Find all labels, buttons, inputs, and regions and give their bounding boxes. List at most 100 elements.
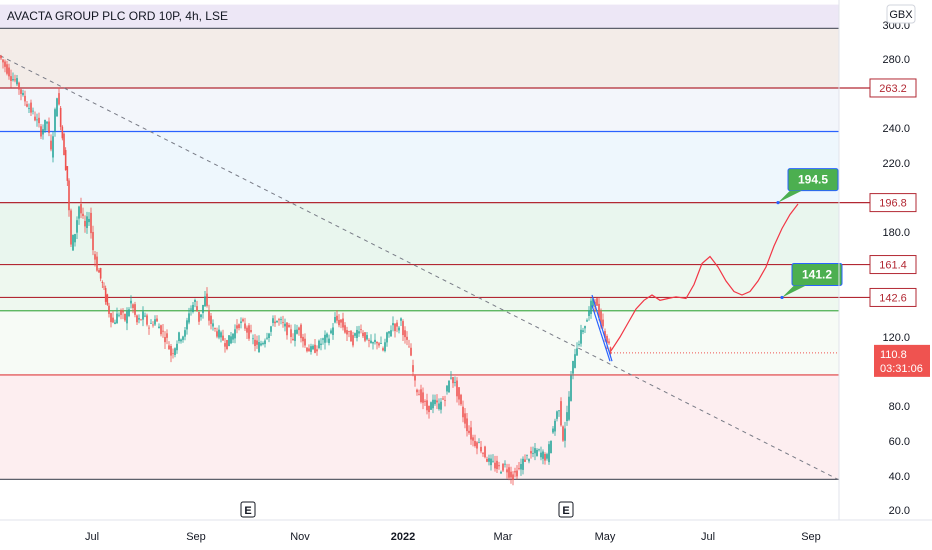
candle-body xyxy=(276,320,278,323)
candle-body xyxy=(148,327,150,329)
candle-body xyxy=(248,325,250,339)
candle-body xyxy=(18,82,20,90)
candle-body xyxy=(22,92,24,96)
candle-body xyxy=(596,298,598,306)
y-tick-label: 40.0 xyxy=(889,471,910,483)
candle-body xyxy=(32,110,34,112)
candle-body xyxy=(396,322,398,327)
candle-body xyxy=(90,212,92,234)
candle-body xyxy=(16,78,18,85)
wedge-lower-line[interactable] xyxy=(591,305,611,362)
candle-body xyxy=(158,326,160,329)
zone-band-5 xyxy=(0,264,839,311)
candle-body xyxy=(56,98,58,117)
candle-body xyxy=(358,331,360,334)
candle-body xyxy=(278,319,280,321)
candle-body xyxy=(562,426,564,441)
candle-body xyxy=(258,342,260,353)
candle-body xyxy=(48,121,50,133)
current-price-countdown: 03:31:06 xyxy=(880,363,923,375)
candle-body xyxy=(604,331,606,339)
wedge-upper-line[interactable] xyxy=(591,294,613,362)
candle-body xyxy=(468,430,470,433)
zone-band-4 xyxy=(0,202,839,265)
candle-body xyxy=(192,304,194,312)
candle-body xyxy=(240,321,242,323)
candle-body xyxy=(302,336,304,342)
candle-body xyxy=(568,396,570,420)
event-box[interactable] xyxy=(558,501,574,518)
wedge-pattern[interactable] xyxy=(591,294,613,362)
candle-body xyxy=(550,440,552,454)
candle-body xyxy=(609,347,612,354)
candle-body xyxy=(382,348,384,351)
candle-body xyxy=(304,338,306,346)
level-price-tag: 161.4 xyxy=(869,255,917,275)
candle-body xyxy=(272,318,274,323)
callout-box[interactable] xyxy=(787,168,839,192)
candle-body xyxy=(532,453,534,454)
price-callout-141.2[interactable]: 141.2 xyxy=(780,262,843,300)
price-callouts[interactable]: 194.5 141.2 xyxy=(776,168,843,300)
candle-body xyxy=(398,327,400,331)
candle-body xyxy=(308,348,310,352)
candle-body xyxy=(34,116,36,121)
candle-body xyxy=(480,446,482,452)
event-marker[interactable]: E xyxy=(240,501,256,518)
candle-body xyxy=(570,375,572,401)
candle-body xyxy=(326,333,328,338)
candle-body xyxy=(142,311,144,320)
projection-path[interactable] xyxy=(610,203,799,352)
candle-body xyxy=(14,79,16,81)
price-callout-194.5[interactable]: 194.5 xyxy=(776,168,839,205)
candle-body xyxy=(592,298,594,307)
candle-body xyxy=(354,333,356,336)
candle-body xyxy=(10,76,12,81)
event-marker[interactable]: E xyxy=(558,501,574,518)
candle-body xyxy=(412,365,414,372)
horizontal-levels xyxy=(0,27,870,480)
candle-body xyxy=(420,389,422,403)
y-axis[interactable]: 20.040.060.080.0120.0140.0180.0200.0220.… xyxy=(869,20,917,517)
callout-box[interactable] xyxy=(791,262,843,286)
event-box[interactable] xyxy=(240,501,256,518)
zone-bands xyxy=(0,4,839,480)
currency-badge[interactable]: GBX xyxy=(886,4,916,24)
candle-body xyxy=(526,454,528,456)
candle-body xyxy=(252,338,254,340)
candle-body xyxy=(68,180,70,211)
candle-body xyxy=(338,319,340,326)
candle-body xyxy=(322,338,324,340)
candle-body xyxy=(346,330,348,335)
candle-body xyxy=(118,314,120,316)
x-axis[interactable]: Jul Sep Nov 2022 Mar May Jul Sep xyxy=(85,531,821,543)
candle-body xyxy=(66,166,69,181)
candle-body xyxy=(422,392,424,403)
candle-body xyxy=(564,428,566,441)
candle-body xyxy=(576,348,578,356)
candle-body xyxy=(38,117,40,124)
candle-body xyxy=(182,336,184,340)
candle-body xyxy=(138,318,140,320)
candle-body xyxy=(466,418,468,432)
candle-body xyxy=(606,336,608,343)
candle-body xyxy=(12,79,14,81)
candle-body xyxy=(120,310,122,315)
candle-body xyxy=(228,335,230,347)
candle-body xyxy=(198,311,200,322)
candle-body xyxy=(242,319,244,322)
candle-body xyxy=(386,332,388,343)
candle-body xyxy=(202,304,204,314)
candle-body xyxy=(74,234,76,243)
candle-body xyxy=(344,325,346,333)
callout-anchor-dot xyxy=(780,295,784,300)
candle-body xyxy=(2,59,4,63)
candle-body xyxy=(560,401,562,426)
candle-body xyxy=(352,335,354,346)
candle-body xyxy=(226,340,228,349)
level-tag-box xyxy=(869,193,917,213)
candle-body xyxy=(374,339,376,343)
zone-band-2 xyxy=(0,87,839,132)
projection-line[interactable] xyxy=(610,203,799,352)
